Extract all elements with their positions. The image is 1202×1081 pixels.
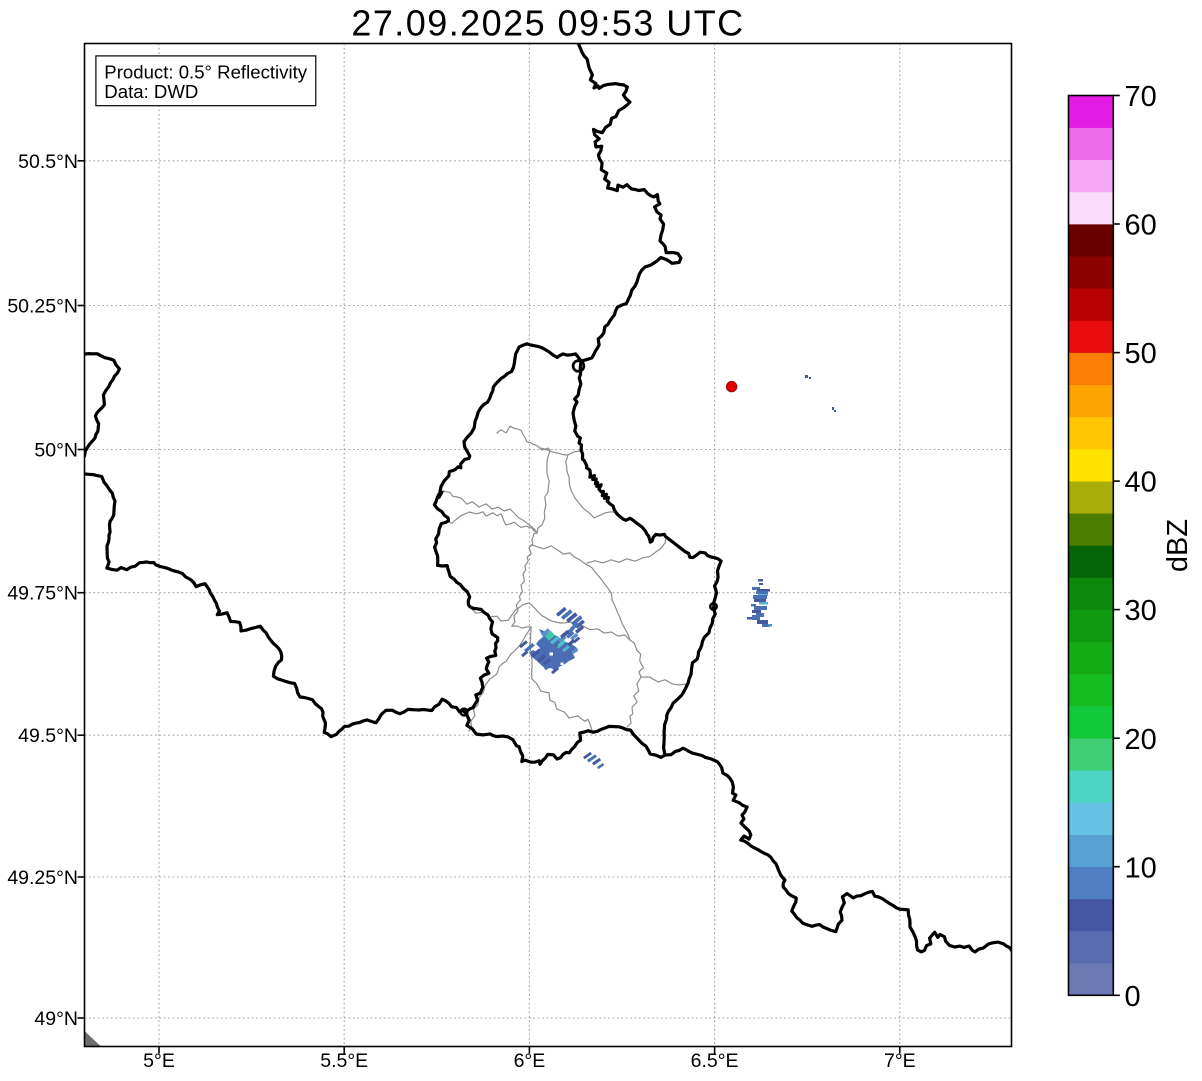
svg-text:50.25°N: 50.25°N <box>7 296 78 318</box>
svg-text:49.5°N: 49.5°N <box>18 725 78 747</box>
svg-text:20: 20 <box>1125 724 1157 756</box>
svg-text:6°E: 6°E <box>514 1050 546 1072</box>
svg-text:Data: DWD: Data: DWD <box>104 81 198 102</box>
svg-text:40: 40 <box>1125 467 1157 499</box>
svg-text:50°N: 50°N <box>34 440 78 462</box>
svg-text:dBZ: dBZ <box>1162 519 1194 572</box>
svg-text:49°N: 49°N <box>34 1008 78 1030</box>
svg-text:10: 10 <box>1125 852 1157 884</box>
svg-text:27.09.2025 09:53 UTC: 27.09.2025 09:53 UTC <box>351 3 744 44</box>
svg-text:49.75°N: 49.75°N <box>7 583 78 605</box>
svg-text:0: 0 <box>1125 981 1141 1013</box>
svg-text:Product: 0.5° Reflectivity: Product: 0.5° Reflectivity <box>104 61 307 82</box>
svg-text:49.25°N: 49.25°N <box>7 867 78 889</box>
svg-text:6.5°E: 6.5°E <box>691 1050 739 1072</box>
svg-text:30: 30 <box>1125 595 1157 627</box>
svg-text:5.5°E: 5.5°E <box>320 1050 368 1072</box>
svg-text:5°E: 5°E <box>143 1050 175 1072</box>
svg-text:70: 70 <box>1125 81 1157 113</box>
svg-text:50: 50 <box>1125 338 1157 370</box>
svg-text:60: 60 <box>1125 210 1157 242</box>
svg-text:50.5°N: 50.5°N <box>18 151 78 173</box>
svg-text:7°E: 7°E <box>884 1050 916 1072</box>
